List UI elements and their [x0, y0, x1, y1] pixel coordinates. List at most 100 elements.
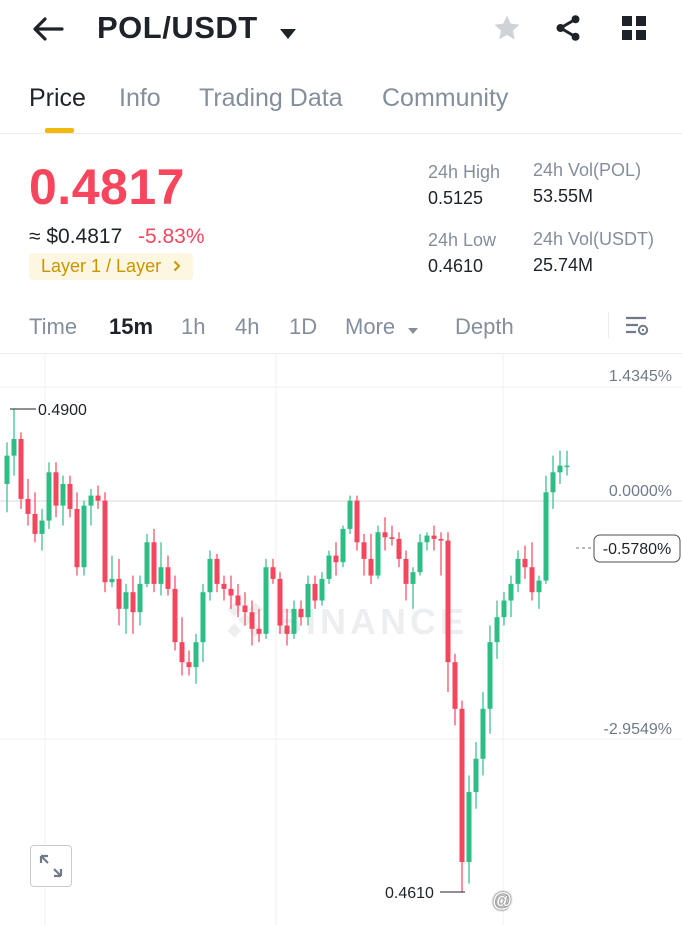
candle-body: [39, 520, 45, 534]
candle-body: [46, 472, 52, 521]
candle-body: [95, 495, 101, 501]
low-price-marker: 0.4610: [385, 885, 465, 902]
candle-body: [186, 662, 192, 668]
candle-body: [480, 708, 486, 759]
category-tag-label: Layer 1 / Layer: [41, 256, 162, 276]
candle-body: [200, 592, 206, 643]
candle-body: [235, 595, 241, 606]
pair-selector[interactable]: POL/USDT: [97, 10, 297, 48]
share-icon[interactable]: [550, 10, 586, 46]
tab-trading-data[interactable]: Trading Data: [199, 84, 343, 112]
candle-body: [319, 578, 325, 601]
candle-body: [165, 567, 171, 589]
high-price-marker: 0.4900: [10, 402, 87, 419]
candle-body: [158, 567, 164, 584]
candle-body: [151, 542, 157, 584]
tab-info[interactable]: Info: [119, 84, 161, 112]
candle-body: [396, 538, 402, 559]
stat-24h-high-label: 24h High: [428, 162, 501, 182]
candle-body: [25, 498, 31, 514]
candle-body: [368, 558, 374, 576]
axis-pct-top: 1.4345%: [609, 368, 672, 385]
stat-24h-vol-quote-label: 24h Vol(USDT): [533, 229, 655, 249]
candle-body: [529, 567, 535, 593]
candle-body: [242, 605, 248, 613]
candle-body: [389, 537, 395, 539]
last-change-label: -0.5780%: [603, 541, 672, 558]
candle-body: [123, 592, 129, 609]
candle-body: [4, 455, 10, 484]
candle-body: [543, 492, 549, 581]
divider: [0, 133, 682, 134]
chart-settings-icon[interactable]: [622, 312, 652, 340]
candle-body: [550, 472, 556, 493]
candle-body: [88, 495, 94, 506]
candle-body: [179, 642, 185, 663]
fullscreen-expand-icon[interactable]: [30, 845, 72, 887]
candle-body: [32, 513, 38, 534]
axis-pct-low: -2.9549%: [604, 721, 673, 738]
interval-time[interactable]: Time: [29, 314, 78, 339]
interval-4h[interactable]: 4h: [235, 314, 260, 339]
candle-body: [11, 438, 17, 456]
candle-body: [81, 505, 87, 568]
candle-body: [487, 642, 493, 709]
candle-body: [445, 540, 451, 663]
candle-body: [438, 538, 444, 541]
candle-body: [501, 600, 507, 618]
axis-pct-zero: 0.0000%: [609, 483, 672, 500]
candle-body: [207, 558, 213, 593]
stat-24h-high: 0.5125: [428, 188, 484, 208]
candle-body: [466, 792, 472, 863]
divider: [0, 353, 682, 354]
candle-body: [284, 625, 290, 634]
top-bar: POL/USDT: [0, 0, 682, 60]
candle-body: [298, 608, 304, 618]
interval-15m[interactable]: 15m: [109, 314, 154, 339]
tab-community[interactable]: Community: [382, 84, 509, 112]
interval-more[interactable]: More: [345, 314, 419, 341]
candle-body: [459, 708, 465, 863]
interval-more-label: More: [345, 314, 396, 339]
interval-1d[interactable]: 1D: [289, 314, 318, 339]
candle-body: [410, 572, 416, 584]
candle-body: [494, 617, 500, 643]
candle-body: [53, 472, 59, 506]
grid-menu-icon[interactable]: [616, 10, 652, 46]
interval-1h[interactable]: 1h: [181, 314, 206, 339]
candle-body: [382, 532, 388, 538]
candle-body: [340, 528, 346, 563]
back-arrow-icon[interactable]: [28, 12, 68, 46]
stat-24h-vol-base-label: 24h Vol(POL): [533, 160, 642, 180]
candlestick-chart[interactable]: BINANCE 1.4345% 0.0000% -2.9549% 0.4900 …: [0, 354, 682, 925]
candle-body: [291, 608, 297, 634]
candle-body: [564, 465, 570, 468]
chevron-right-icon: [173, 256, 181, 277]
candle-body: [452, 662, 458, 709]
stat-24h-low: 0.4610: [428, 256, 484, 276]
high-marker-label: 0.4900: [38, 402, 87, 419]
divider: [608, 312, 609, 338]
candle-body: [431, 535, 437, 539]
favorite-star-icon[interactable]: [488, 10, 526, 46]
candle-body: [60, 483, 66, 506]
stat-24h-low-label: 24h Low: [428, 230, 497, 250]
svg-text:BINANCE: BINANCE: [276, 601, 468, 642]
candle-body: [116, 578, 122, 609]
candle-body: [18, 438, 24, 499]
price-change-percent: -5.83%: [138, 225, 205, 248]
candle-body: [256, 628, 262, 634]
candle-body: [130, 592, 136, 613]
stat-24h-vol-quote: 25.74M: [533, 255, 594, 275]
candle-body: [347, 500, 353, 529]
candle-body: [375, 532, 381, 576]
interval-depth[interactable]: Depth: [455, 314, 514, 339]
candle-body: [109, 578, 115, 583]
candle-body: [270, 567, 276, 579]
category-tag[interactable]: Layer 1 / Layer: [29, 253, 194, 280]
tab-price[interactable]: Price: [29, 84, 86, 112]
candle-body: [67, 483, 73, 509]
last-price: 0.4817: [29, 159, 185, 215]
candle-body: [249, 612, 255, 629]
candle-body: [221, 583, 227, 589]
